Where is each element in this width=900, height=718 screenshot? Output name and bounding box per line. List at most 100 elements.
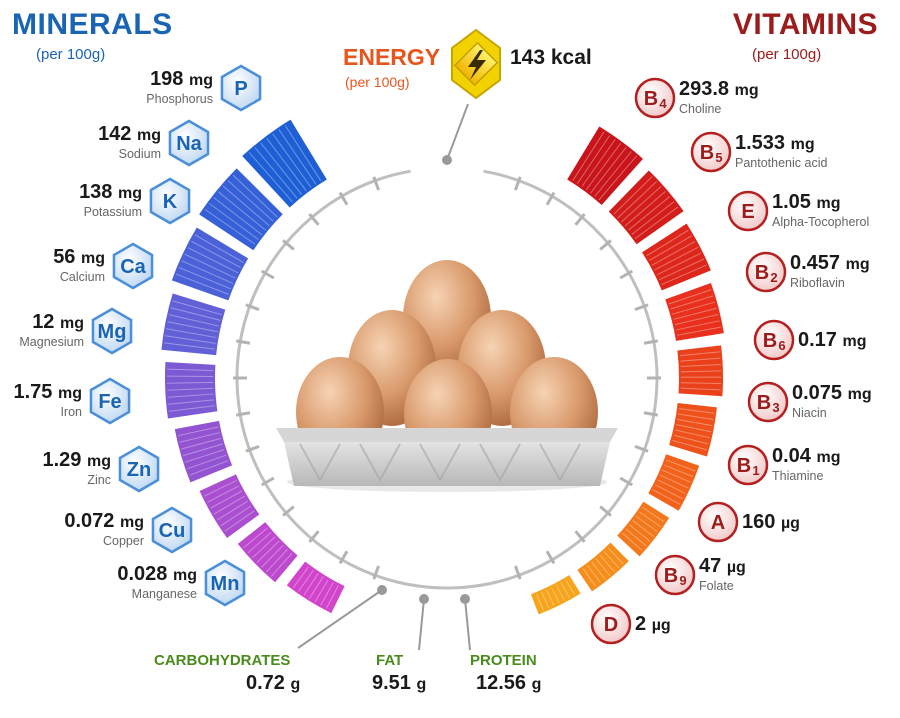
lightning-bolt-icon xyxy=(451,28,501,100)
vitamin-letter: A xyxy=(711,512,725,534)
macro-value-carbohydrates: 0.72 g xyxy=(246,672,300,695)
vitamin-unit: mg xyxy=(816,195,841,212)
vitamin-name: Riboflavin xyxy=(790,276,845,290)
carbohydrates-connector-dot xyxy=(377,585,387,595)
ring-tick xyxy=(260,476,275,487)
vitamin-unit: µg xyxy=(726,559,746,576)
vitamin-letter: B xyxy=(664,565,678,587)
macro-unit: g xyxy=(416,676,427,693)
vitamin-label-e: 1.05 mg Alpha-Tocopherol xyxy=(772,191,869,230)
vitamin-unit: mg xyxy=(734,82,759,99)
ring-tick xyxy=(308,213,320,226)
vitamin-bar-b5 xyxy=(608,170,684,245)
ring-tick xyxy=(634,303,649,312)
macro-unit: g xyxy=(290,676,301,693)
mineral-value: 0.072 xyxy=(64,510,115,532)
ring-tick xyxy=(282,239,295,251)
vitamin-letter: B xyxy=(644,88,658,110)
vitamin-subscript: 9 xyxy=(679,573,686,588)
mineral-symbol: P xyxy=(234,78,247,100)
mineral-badge-p: P xyxy=(220,64,262,112)
vitamin-name: Pantothenic acid xyxy=(735,156,828,170)
ring-tick xyxy=(372,176,381,191)
ring-tick xyxy=(513,176,522,191)
mineral-value: 12 xyxy=(32,311,55,333)
mineral-unit: mg xyxy=(81,250,105,267)
protein-connector-dot xyxy=(460,594,470,604)
mineral-label-mn: 0.028 mg Manganese xyxy=(0,563,197,602)
vitamin-value: 1.533 xyxy=(735,132,786,154)
mineral-symbol: Cu xyxy=(159,520,186,542)
fat-connector-line xyxy=(418,598,425,651)
ring-tick xyxy=(513,565,522,580)
mineral-badge-fe: Fe xyxy=(89,377,131,425)
mineral-label-mg: 12 mg Magnesium xyxy=(0,311,84,350)
mineral-name: Copper xyxy=(103,534,144,548)
mineral-badge-na: Na xyxy=(168,119,210,167)
vitamin-label-b3: 0.075 mg Niacin xyxy=(792,382,872,421)
vitamin-badge-a: A xyxy=(697,501,739,543)
vitamin-unit: mg xyxy=(847,386,872,403)
mineral-bar-fe xyxy=(174,420,233,483)
fat-connector-dot xyxy=(419,594,429,604)
vitamin-unit: mg xyxy=(842,333,867,350)
macro-name-fat: FAT xyxy=(376,652,404,669)
mineral-bar-p xyxy=(242,119,327,208)
ring-tick xyxy=(308,530,320,543)
macro-name-protein: PROTEIN xyxy=(470,652,537,669)
ring-tick xyxy=(545,191,556,206)
mineral-unit: mg xyxy=(120,514,144,531)
vitamin-name: Niacin xyxy=(792,406,827,420)
mineral-name: Phosphorus xyxy=(146,92,213,106)
mineral-symbol: Na xyxy=(176,133,202,155)
mineral-symbol: Mn xyxy=(211,573,240,595)
vitamin-letter: B xyxy=(700,142,714,164)
vitamin-value: 47 xyxy=(699,555,722,577)
mineral-name: Iron xyxy=(60,405,82,419)
vitamin-subscript: 2 xyxy=(770,270,777,285)
mineral-symbol: Ca xyxy=(120,256,146,278)
ring-tick xyxy=(245,444,260,453)
energy-value: 143 kcal xyxy=(510,46,592,69)
energy-title: ENERGY xyxy=(343,44,441,70)
vitamin-unit: µg xyxy=(651,617,671,634)
mineral-bar-zn xyxy=(199,474,260,538)
ring-tick xyxy=(545,550,556,565)
mineral-label-cu: 0.072 mg Copper xyxy=(0,510,144,549)
mineral-symbol: Mg xyxy=(98,321,127,343)
macro-unit: g xyxy=(531,676,542,693)
mineral-value: 56 xyxy=(53,246,76,268)
mineral-label-p: 198 mg Phosphorus xyxy=(0,68,213,107)
mineral-name: Calcium xyxy=(59,270,105,284)
macro-value-fat: 9.51 g xyxy=(372,672,426,695)
mineral-badge-mg: Mg xyxy=(91,307,133,355)
mineral-value: 198 xyxy=(150,68,184,90)
ring-tick xyxy=(619,269,634,280)
vitamin-badge-e: E xyxy=(727,190,769,232)
ring-tick xyxy=(599,505,612,517)
egg-carton-illustration xyxy=(276,260,618,492)
energy-connector-dot xyxy=(442,155,452,165)
vitamin-label-b2: 0.457 mg Riboflavin xyxy=(790,252,870,291)
mineral-unit: mg xyxy=(58,385,82,402)
mineral-label-zn: 1.29 mg Zinc xyxy=(0,449,112,488)
macro-value: 12.56 xyxy=(476,672,527,694)
vitamin-value: 0.17 xyxy=(798,329,837,351)
vitamin-letter: B xyxy=(737,455,751,477)
vitamin-subscript: 3 xyxy=(772,400,779,415)
mineral-unit: mg xyxy=(60,315,84,332)
vitamin-label-b5: 1.533 mg Pantothenic acid xyxy=(735,132,827,171)
vitamin-bar-e xyxy=(642,223,711,291)
vitamin-bar-b3 xyxy=(669,403,717,457)
vitamin-letter: E xyxy=(741,201,754,223)
energy-subtitle: (per 100g) xyxy=(345,74,410,90)
mineral-value: 1.29 xyxy=(42,449,82,471)
ring-tick xyxy=(245,303,260,312)
mineral-label-na: 142 mg Sodium xyxy=(0,123,161,162)
